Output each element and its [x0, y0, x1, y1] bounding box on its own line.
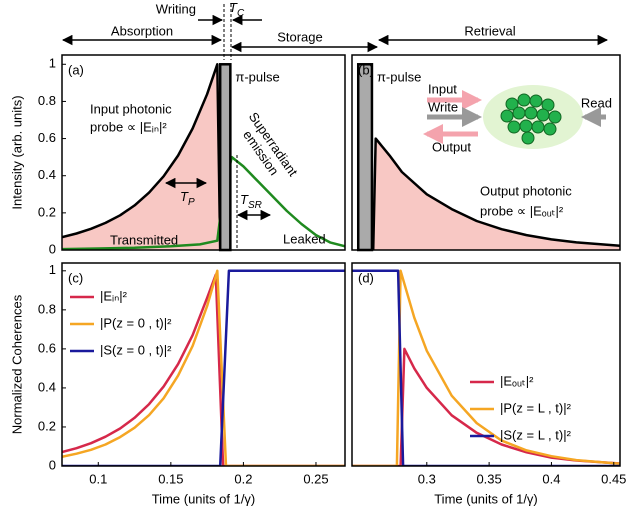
atom: [548, 110, 562, 124]
atom: [507, 120, 521, 134]
panel-label: (a): [68, 62, 84, 77]
plot-area: [371, 137, 620, 250]
panel-label: (d): [358, 270, 374, 285]
annotation: probe ∝ |Eₒᵤₜ|²: [480, 203, 564, 218]
diagram-label: Write: [428, 99, 458, 114]
y-tick-label: 0: [49, 457, 56, 472]
atom: [505, 97, 519, 111]
panel-label: (b): [358, 62, 374, 77]
series-line: [62, 269, 345, 466]
annotation: Input photonic: [90, 101, 172, 116]
tc-sub: C: [237, 8, 245, 19]
x-tick-label: 0.25: [303, 471, 328, 486]
y-tick-label: 1: [49, 262, 56, 277]
plot-area: [62, 269, 345, 466]
header-label: TC: [229, 0, 245, 18]
annotation: Transmitted: [110, 232, 178, 247]
diagram-label: Output: [432, 139, 471, 154]
annotation: TSR: [240, 192, 262, 210]
pulse-label: π-pulse: [235, 70, 279, 85]
atom: [529, 94, 543, 108]
x-tick-label: 0.4: [542, 471, 560, 486]
atom: [531, 120, 545, 134]
tc: T: [229, 0, 238, 15]
atom: [543, 122, 557, 136]
y-tick-label: 0.8: [38, 93, 56, 108]
header-label: Storage: [277, 29, 323, 44]
annotation: TP: [180, 189, 195, 207]
y-tick-label: 0.2: [38, 418, 56, 433]
diagram-label: Read: [581, 95, 612, 110]
y-tick-label: 0.6: [38, 340, 56, 355]
annotation-main: T: [180, 189, 189, 204]
y-tick-label: 0.4: [38, 379, 56, 394]
y-tick-label: 1: [49, 56, 56, 71]
panel-label: (c): [68, 270, 83, 285]
series-line: [352, 269, 620, 466]
header-label: Writing: [156, 1, 196, 16]
annotation: probe ∝ |Eᵢₙ|²: [90, 119, 167, 134]
x-tick-label: 0.45: [601, 471, 626, 486]
legend-label: |P(z = L , t)|²: [500, 400, 572, 415]
area: [62, 64, 221, 250]
axes-frame: [351, 54, 621, 251]
legend-label: |Eₒᵤₜ|²: [500, 373, 534, 388]
y-axis-label: Normalized Coherences: [9, 294, 24, 434]
axes-frame: [61, 54, 346, 251]
y-tick-label: 0.4: [38, 167, 56, 182]
annotation-sub: P: [188, 197, 195, 208]
atom: [536, 108, 550, 122]
plot-area: [352, 269, 620, 466]
pulse-label: π-pulse: [377, 70, 421, 85]
atom: [521, 131, 535, 145]
atom: [524, 106, 538, 120]
y-tick-label: 0: [49, 241, 56, 256]
series-line: [62, 63, 222, 250]
plot-area: [62, 63, 345, 250]
x-axis-label: Time (units of 1/γ): [152, 491, 256, 506]
annotation-sub: SR: [248, 200, 262, 211]
axes-frame: [61, 262, 346, 467]
y-tick-label: 0.8: [38, 301, 56, 316]
legend-label: |S(z = 0 , t)|²: [100, 342, 172, 357]
series-line: [371, 137, 620, 250]
x-tick-label: 0.35: [476, 471, 501, 486]
atom: [519, 119, 533, 133]
x-tick-label: 0.15: [158, 471, 183, 486]
header-label: Retrieval: [464, 23, 515, 38]
diagram-label: Input: [428, 81, 457, 96]
annotation: Output photonic: [480, 183, 572, 198]
legend-label: |Eᵢₙ|²: [100, 288, 128, 303]
area: [373, 138, 620, 250]
x-tick-label: 0.3: [418, 471, 436, 486]
annotation: Superradiantemission: [233, 110, 300, 189]
annotation-main: T: [240, 192, 249, 207]
atom: [517, 93, 531, 107]
header-label: Absorption: [111, 23, 173, 38]
pi-pulse: [356, 63, 374, 252]
series-line: [352, 347, 620, 466]
y-tick-label: 0.2: [38, 204, 56, 219]
y-axis-label: Intensity (arb. units): [9, 95, 24, 209]
x-tick-label: 0.2: [234, 471, 252, 486]
atom: [500, 109, 514, 123]
legend-label: |S(z = L , t)|²: [500, 427, 572, 442]
x-axis-label: Time (units of 1/γ): [434, 491, 538, 506]
axes-frame: [351, 262, 621, 467]
pi-pulse: [218, 63, 232, 252]
series-line: [62, 155, 345, 250]
y-tick-label: 0.6: [38, 130, 56, 145]
x-tick-label: 0.1: [89, 471, 107, 486]
series-line: [62, 269, 345, 466]
legend-label: |P(z = 0 , t)|²: [100, 315, 172, 330]
annotation: Leaked: [283, 231, 326, 246]
atom: [512, 106, 526, 120]
